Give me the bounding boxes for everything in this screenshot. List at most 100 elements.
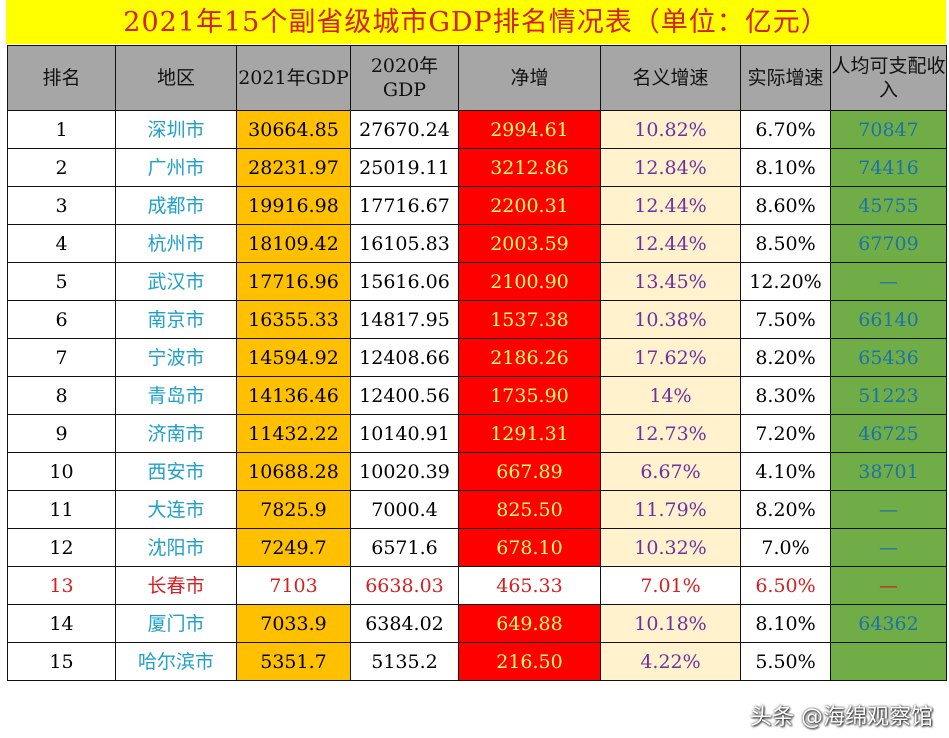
per-capita-income-cell: 38701 xyxy=(830,452,947,491)
gdp-2020-cell: 14817.95 xyxy=(350,300,459,339)
header-real-growth: 实际增速 xyxy=(740,45,831,111)
table-row: 15 哈尔滨市 5351.7 5135.2 216.50 4.22% 5.50% xyxy=(7,642,947,681)
gdp-2020-cell: 15616.06 xyxy=(350,262,459,301)
gdp-2021-cell: 7249.7 xyxy=(236,528,351,567)
net-increase-cell: 3212.86 xyxy=(458,148,601,187)
nominal-growth-cell: 12.44% xyxy=(600,186,741,225)
net-increase-cell: 825.50 xyxy=(458,490,601,529)
gdp-2020-cell: 7000.4 xyxy=(350,490,459,529)
per-capita-income-cell: 74416 xyxy=(830,148,947,187)
region-cell: 厦门市 xyxy=(115,604,237,643)
real-growth-cell: 12.20% xyxy=(740,262,831,301)
gdp-2021-cell: 30664.85 xyxy=(236,110,351,149)
nominal-growth-cell: 10.32% xyxy=(600,528,741,567)
nominal-growth-cell: 13.45% xyxy=(600,262,741,301)
region-cell: 长春市 xyxy=(115,566,237,605)
watermark: 头条 @海绵观察馆 xyxy=(750,705,933,730)
per-capita-income-cell: 51223 xyxy=(830,376,947,415)
table-row: 1 深圳市 30664.85 27670.24 2994.61 10.82% 6.70% 70… xyxy=(7,110,947,149)
rank-cell: 14 xyxy=(7,604,116,643)
per-capita-income-cell: — xyxy=(830,528,947,567)
gdp-2021-cell: 28231.97 xyxy=(236,148,351,187)
gdp-2021-cell: 5351.7 xyxy=(236,642,351,681)
nominal-growth-cell: 4.22% xyxy=(600,642,741,681)
gdp-2020-cell: 12408.66 xyxy=(350,338,459,377)
gdp-2020-cell: 6571.6 xyxy=(350,528,459,567)
table-row: 5 武汉市 17716.96 15616.06 2100.90 13.45% 12.20% — xyxy=(7,262,947,301)
table-row: 9 济南市 11432.22 10140.91 1291.31 12.73% 7.20% 46… xyxy=(7,414,947,453)
real-growth-cell: 8.10% xyxy=(740,148,831,187)
gdp-2021-cell: 16355.33 xyxy=(236,300,351,339)
nominal-growth-cell: 11.79% xyxy=(600,490,741,529)
real-growth-cell: 7.20% xyxy=(740,414,831,453)
rank-cell: 1 xyxy=(7,110,116,149)
region-cell: 哈尔滨市 xyxy=(115,642,237,681)
region-cell: 南京市 xyxy=(115,300,237,339)
region-cell: 武汉市 xyxy=(115,262,237,301)
table-row: 2 广州市 28231.97 25019.11 3212.86 12.84% 8.10% 74… xyxy=(7,148,947,187)
rank-cell: 2 xyxy=(7,148,116,187)
net-increase-cell: 678.10 xyxy=(458,528,601,567)
gdp-2020-cell: 6638.03 xyxy=(350,566,459,605)
real-growth-cell: 8.20% xyxy=(740,490,831,529)
per-capita-income-cell: 64362 xyxy=(830,604,947,643)
header-net-increase: 净增 xyxy=(458,45,601,111)
real-growth-cell: 8.10% xyxy=(740,604,831,643)
table-row: 13 长春市 7103 6638.03 465.33 7.01% 6.50% — xyxy=(7,566,947,605)
rank-cell: 3 xyxy=(7,186,116,225)
rank-cell: 15 xyxy=(7,642,116,681)
net-increase-cell: 465.33 xyxy=(458,566,601,605)
table-title: 2021年15个副省级城市GDP排名情况表（单位：亿元） xyxy=(6,0,946,44)
table-row: 7 宁波市 14594.92 12408.66 2186.26 17.62% 8.20% 65… xyxy=(7,338,947,377)
region-cell: 成都市 xyxy=(115,186,237,225)
region-cell: 广州市 xyxy=(115,148,237,187)
rank-cell: 11 xyxy=(7,490,116,529)
region-cell: 沈阳市 xyxy=(115,528,237,567)
table-row: 8 青岛市 14136.46 12400.56 1735.90 14% 8.30% 51223 xyxy=(7,376,947,415)
real-growth-cell: 8.50% xyxy=(740,224,831,263)
table-row: 10 西安市 10688.28 10020.39 667.89 6.67% 4.10% 387… xyxy=(7,452,947,491)
rank-cell: 9 xyxy=(7,414,116,453)
per-capita-income-cell: 45755 xyxy=(830,186,947,225)
real-growth-cell: 6.70% xyxy=(740,110,831,149)
header-per-capita-income: 人均可支配收入 xyxy=(830,45,947,111)
gdp-2020-cell: 10020.39 xyxy=(350,452,459,491)
real-growth-cell: 7.0% xyxy=(740,528,831,567)
per-capita-income-cell: 46725 xyxy=(830,414,947,453)
per-capita-income-cell: 65436 xyxy=(830,338,947,377)
rank-cell: 10 xyxy=(7,452,116,491)
net-increase-cell: 1537.38 xyxy=(458,300,601,339)
region-cell: 杭州市 xyxy=(115,224,237,263)
region-cell: 西安市 xyxy=(115,452,237,491)
header-region: 地区 xyxy=(115,45,237,111)
per-capita-income-cell: 67709 xyxy=(830,224,947,263)
gdp-2021-cell: 11432.22 xyxy=(236,414,351,453)
gdp-2021-cell: 14594.92 xyxy=(236,338,351,377)
real-growth-cell: 8.60% xyxy=(740,186,831,225)
rank-cell: 13 xyxy=(7,566,116,605)
nominal-growth-cell: 14% xyxy=(600,376,741,415)
gdp-2021-cell: 17716.96 xyxy=(236,262,351,301)
nominal-growth-cell: 6.67% xyxy=(600,452,741,491)
net-increase-cell: 2200.31 xyxy=(458,186,601,225)
gdp-2021-cell: 19916.98 xyxy=(236,186,351,225)
net-increase-cell: 649.88 xyxy=(458,604,601,643)
table-row: 14 厦门市 7033.9 6384.02 649.88 10.18% 8.10% 64362 xyxy=(7,604,947,643)
gdp-2020-cell: 10140.91 xyxy=(350,414,459,453)
per-capita-income-cell: — xyxy=(830,262,947,301)
per-capita-income-cell xyxy=(830,642,947,681)
table-row: 12 沈阳市 7249.7 6571.6 678.10 10.32% 7.0% — xyxy=(7,528,947,567)
real-growth-cell: 6.50% xyxy=(740,566,831,605)
rank-cell: 8 xyxy=(7,376,116,415)
gdp-2020-cell: 16105.83 xyxy=(350,224,459,263)
gdp-2021-cell: 7103 xyxy=(236,566,351,605)
gdp-2020-cell: 17716.67 xyxy=(350,186,459,225)
gdp-table: 排名 地区 2021年GDP 2020年GDP 净增 名义增速 实际增速 人均可… xyxy=(7,45,947,681)
real-growth-cell: 8.20% xyxy=(740,338,831,377)
real-growth-cell: 5.50% xyxy=(740,642,831,681)
gdp-2020-cell: 27670.24 xyxy=(350,110,459,149)
nominal-growth-cell: 12.73% xyxy=(600,414,741,453)
nominal-growth-cell: 7.01% xyxy=(600,566,741,605)
real-growth-cell: 7.50% xyxy=(740,300,831,339)
net-increase-cell: 2100.90 xyxy=(458,262,601,301)
